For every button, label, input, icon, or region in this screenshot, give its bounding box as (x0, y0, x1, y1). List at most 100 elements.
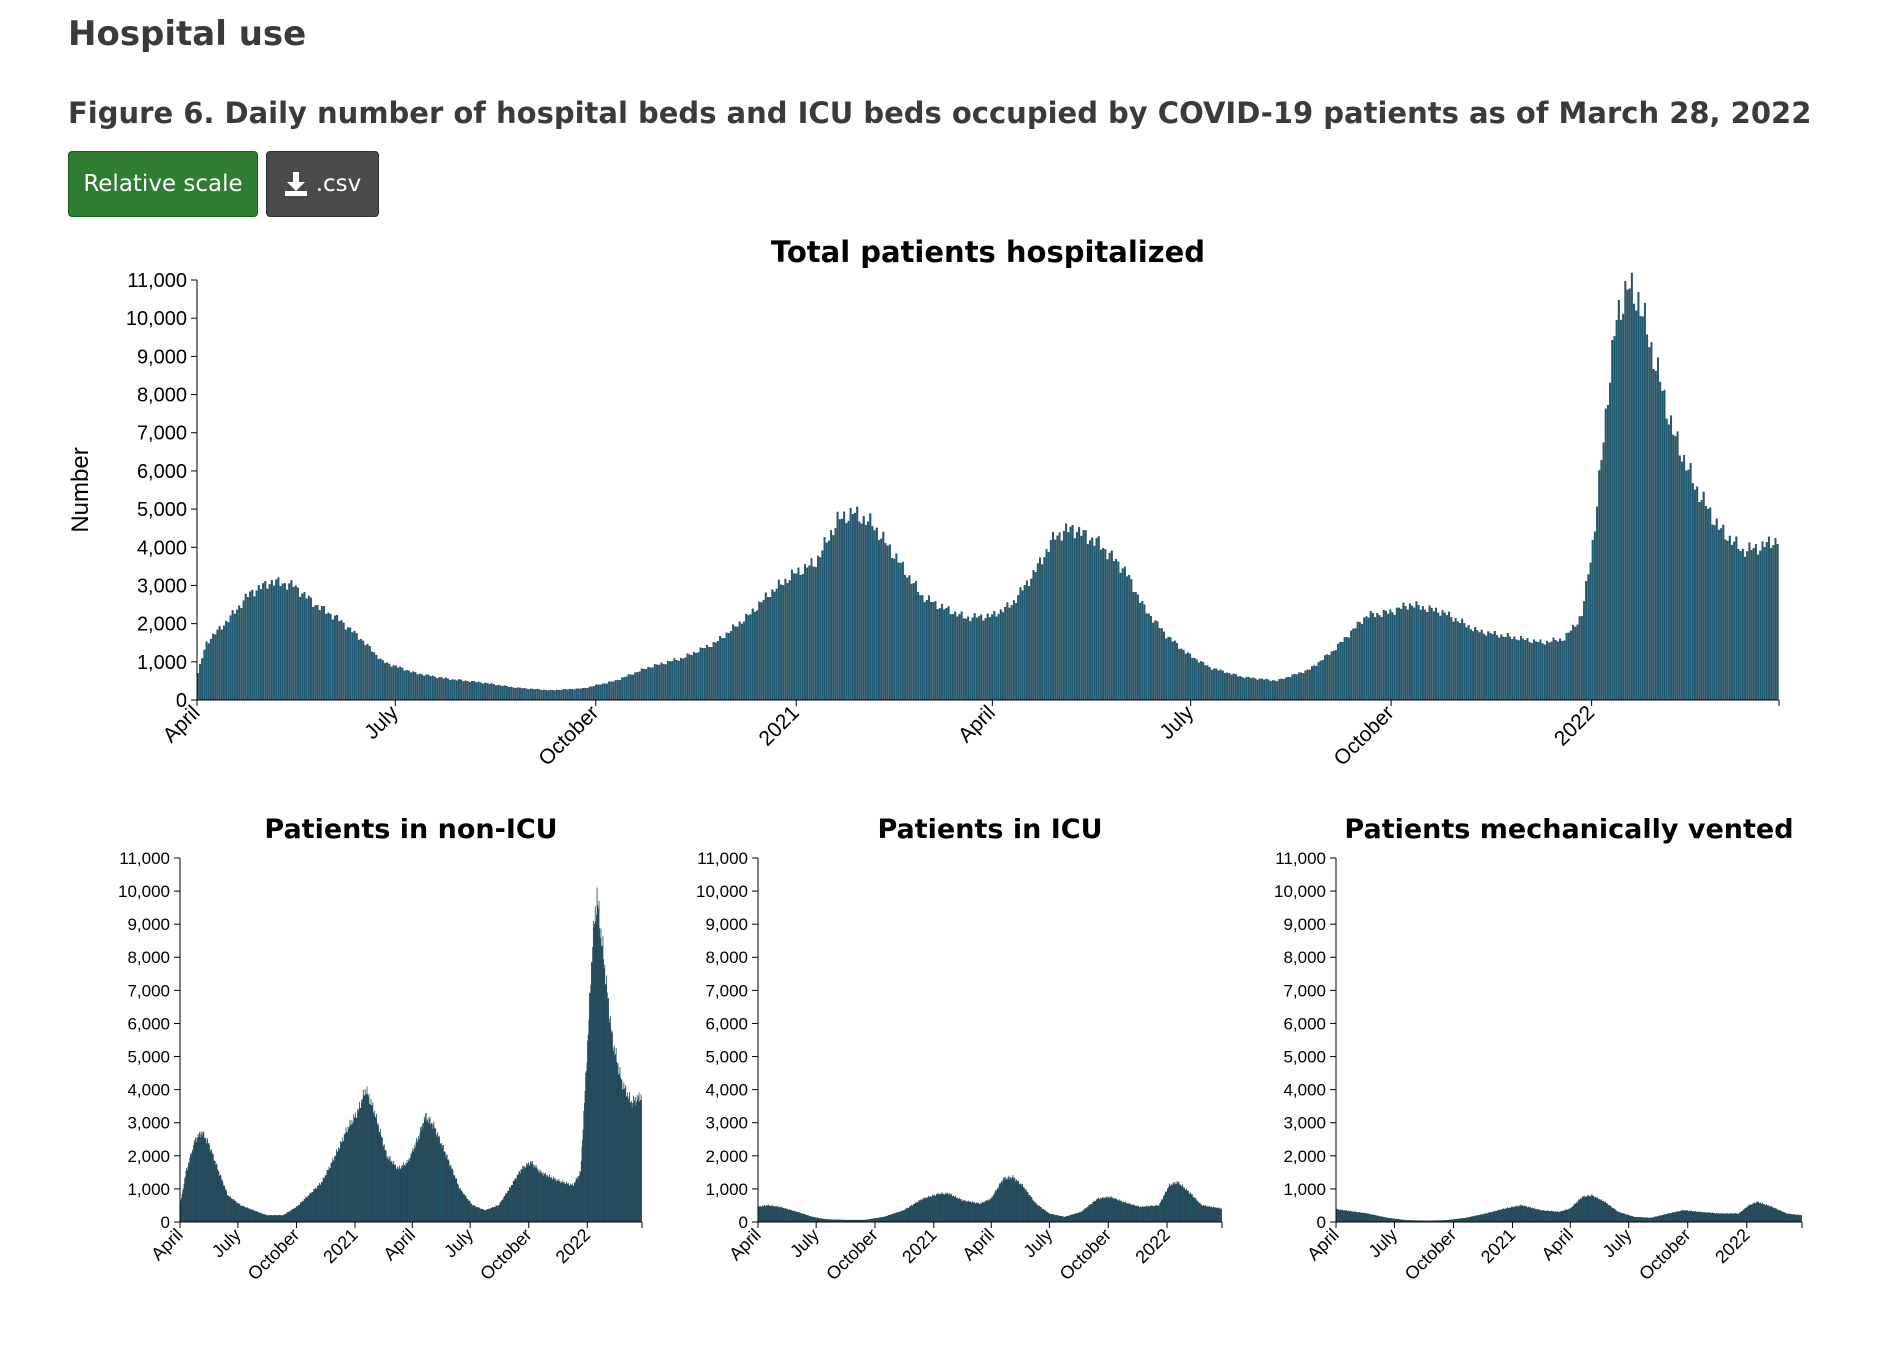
bar (1489, 633, 1492, 701)
bar (1742, 1209, 1744, 1223)
bar (215, 1165, 217, 1223)
bar (1711, 524, 1714, 701)
bar (1207, 1206, 1209, 1223)
bar (194, 1142, 196, 1223)
bar (1105, 1196, 1107, 1223)
bar (588, 686, 591, 701)
bar (198, 1137, 200, 1223)
bar (1635, 310, 1638, 701)
bar (303, 1199, 305, 1223)
bar (1068, 1215, 1069, 1223)
bar (808, 565, 811, 701)
bar (1522, 1205, 1524, 1223)
bar (1637, 1216, 1638, 1223)
bar (1069, 526, 1072, 701)
bar (1313, 665, 1316, 701)
bar (1204, 1205, 1205, 1223)
bar (895, 1213, 896, 1223)
bar (469, 1201, 471, 1223)
bar (1133, 1205, 1135, 1223)
bar (1169, 1185, 1171, 1223)
bar (1114, 1198, 1115, 1223)
bar (1723, 1213, 1724, 1223)
bar (1437, 612, 1440, 701)
bar (1147, 1205, 1149, 1223)
bar (1358, 1212, 1360, 1223)
bar (617, 1063, 619, 1223)
bar (1501, 1209, 1503, 1223)
bar (1006, 1177, 1008, 1223)
bar (1090, 1204, 1092, 1223)
y-tick-label: 8,000 (137, 385, 187, 407)
bar (1166, 1191, 1168, 1223)
bar (688, 654, 691, 701)
bar (1200, 661, 1202, 701)
bar (1779, 1209, 1781, 1223)
bar (1202, 662, 1205, 701)
bar (1119, 572, 1122, 701)
bar (932, 1194, 933, 1223)
bar (416, 674, 419, 701)
bar (209, 638, 212, 701)
bar (781, 1206, 783, 1223)
bar (1094, 1200, 1095, 1223)
bar (1625, 1214, 1627, 1223)
bar (1089, 1205, 1091, 1223)
bar (917, 591, 920, 701)
relative-scale-button[interactable]: Relative scale (68, 151, 258, 217)
bar (427, 674, 430, 701)
bar (1730, 1213, 1732, 1223)
bar (761, 1207, 762, 1223)
bar (266, 1215, 268, 1223)
bar (925, 600, 928, 701)
bar (411, 1150, 413, 1223)
bar (825, 542, 828, 701)
bar (1029, 1195, 1031, 1223)
bar (1204, 665, 1207, 701)
bar (1367, 1213, 1369, 1223)
bar (212, 1154, 214, 1223)
bar (1649, 1217, 1651, 1223)
bar (1217, 670, 1220, 701)
bar (1263, 679, 1266, 701)
bar (957, 1197, 958, 1223)
bar (1165, 1191, 1166, 1223)
bar (1559, 1212, 1561, 1223)
bar (410, 1153, 412, 1223)
bar (416, 1142, 418, 1223)
bar (523, 1166, 524, 1223)
bar (1547, 1210, 1549, 1223)
bar (1691, 1211, 1693, 1223)
bar (1110, 550, 1113, 701)
download-csv-button[interactable]: .csv (266, 151, 379, 217)
bar (521, 1169, 522, 1223)
bar (326, 1174, 327, 1223)
bar (1776, 1209, 1777, 1223)
bar (1670, 415, 1673, 701)
bar (1391, 1218, 1393, 1223)
bar (1461, 618, 1464, 701)
bar (1078, 1213, 1080, 1223)
bar (985, 1200, 987, 1223)
bar (964, 1199, 966, 1223)
bar (1731, 544, 1733, 701)
bar (191, 1149, 193, 1223)
bar (1140, 1206, 1141, 1223)
x-tick-label: July (208, 1225, 245, 1262)
bar (1789, 1214, 1791, 1223)
bar (201, 1131, 203, 1223)
bar (1300, 672, 1303, 701)
bar (249, 1209, 251, 1223)
bar (322, 1177, 324, 1223)
bar (946, 1193, 948, 1223)
bar (823, 537, 826, 701)
bar (359, 1101, 360, 1223)
bar (1490, 1212, 1492, 1223)
bar (453, 679, 456, 701)
bar (1358, 622, 1361, 701)
bar (633, 1101, 635, 1223)
bar (893, 1213, 895, 1223)
bar (207, 1138, 208, 1223)
bar (1493, 1210, 1495, 1223)
bar (1776, 544, 1779, 701)
